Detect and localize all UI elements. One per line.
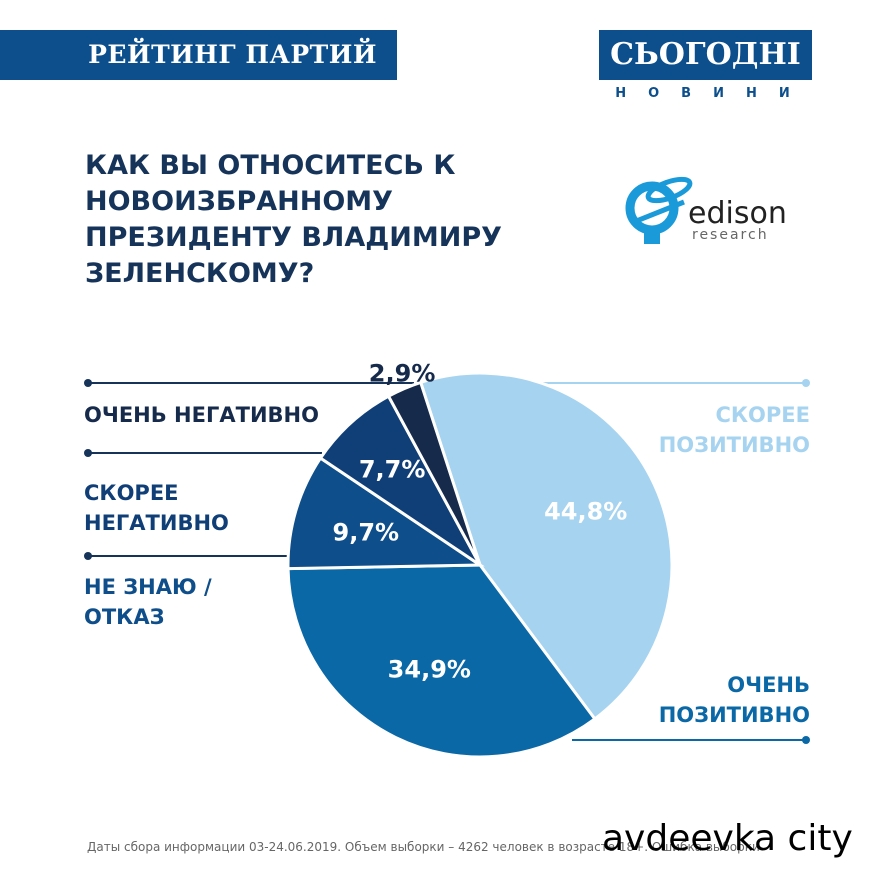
slice-value-label: 2,9%	[369, 359, 436, 387]
leader-dot	[84, 449, 92, 457]
leader-dot	[802, 736, 810, 744]
edison-logo-sub: research	[692, 227, 769, 243]
watermark: avdeevka city	[602, 818, 853, 859]
slice-value-label: 44,8%	[544, 497, 627, 525]
slice-value-label: 34,9%	[388, 655, 471, 683]
edison-logo-text: edison	[688, 196, 787, 231]
question-title: КАК ВЫ ОТНОСИТЕСЬ К НОВОИЗБРАННОМУ ПРЕЗИ…	[85, 150, 502, 289]
label-dont-know: НЕ ЗНАЮ / ОТКАЗ	[84, 575, 212, 629]
header-title: РЕЙТИНГ ПАРТИЙ	[0, 30, 397, 80]
pie-slice	[418, 371, 674, 722]
footer-note: Даты сбора информации 03-24.06.2019. Объ…	[87, 840, 760, 854]
pie-slice	[286, 455, 485, 571]
edison-bulb-icon	[625, 176, 693, 244]
slice-value-label: 7,7%	[359, 455, 426, 483]
leader-dot	[802, 379, 810, 387]
leader-dot	[84, 552, 92, 560]
slice-value-label: 9,7%	[333, 518, 400, 546]
pie-slice	[286, 563, 597, 759]
brand-logo: СЬОГОДНІ	[599, 30, 812, 80]
leader-dot	[84, 379, 92, 387]
label-rather-positive: СКОРЕЕ ПОЗИТИВНО	[658, 403, 810, 457]
label-very-negative: ОЧЕНЬ НЕГАТИВНО	[84, 403, 319, 427]
label-rather-negative: СКОРЕЕ НЕГАТИВНО	[84, 481, 229, 535]
pie-slice	[386, 380, 482, 566]
label-very-positive: ОЧЕНЬ ПОЗИТИВНО	[658, 673, 810, 727]
brand-logo-sub: НОВИНИ	[615, 86, 812, 101]
pie-slice	[318, 394, 482, 567]
